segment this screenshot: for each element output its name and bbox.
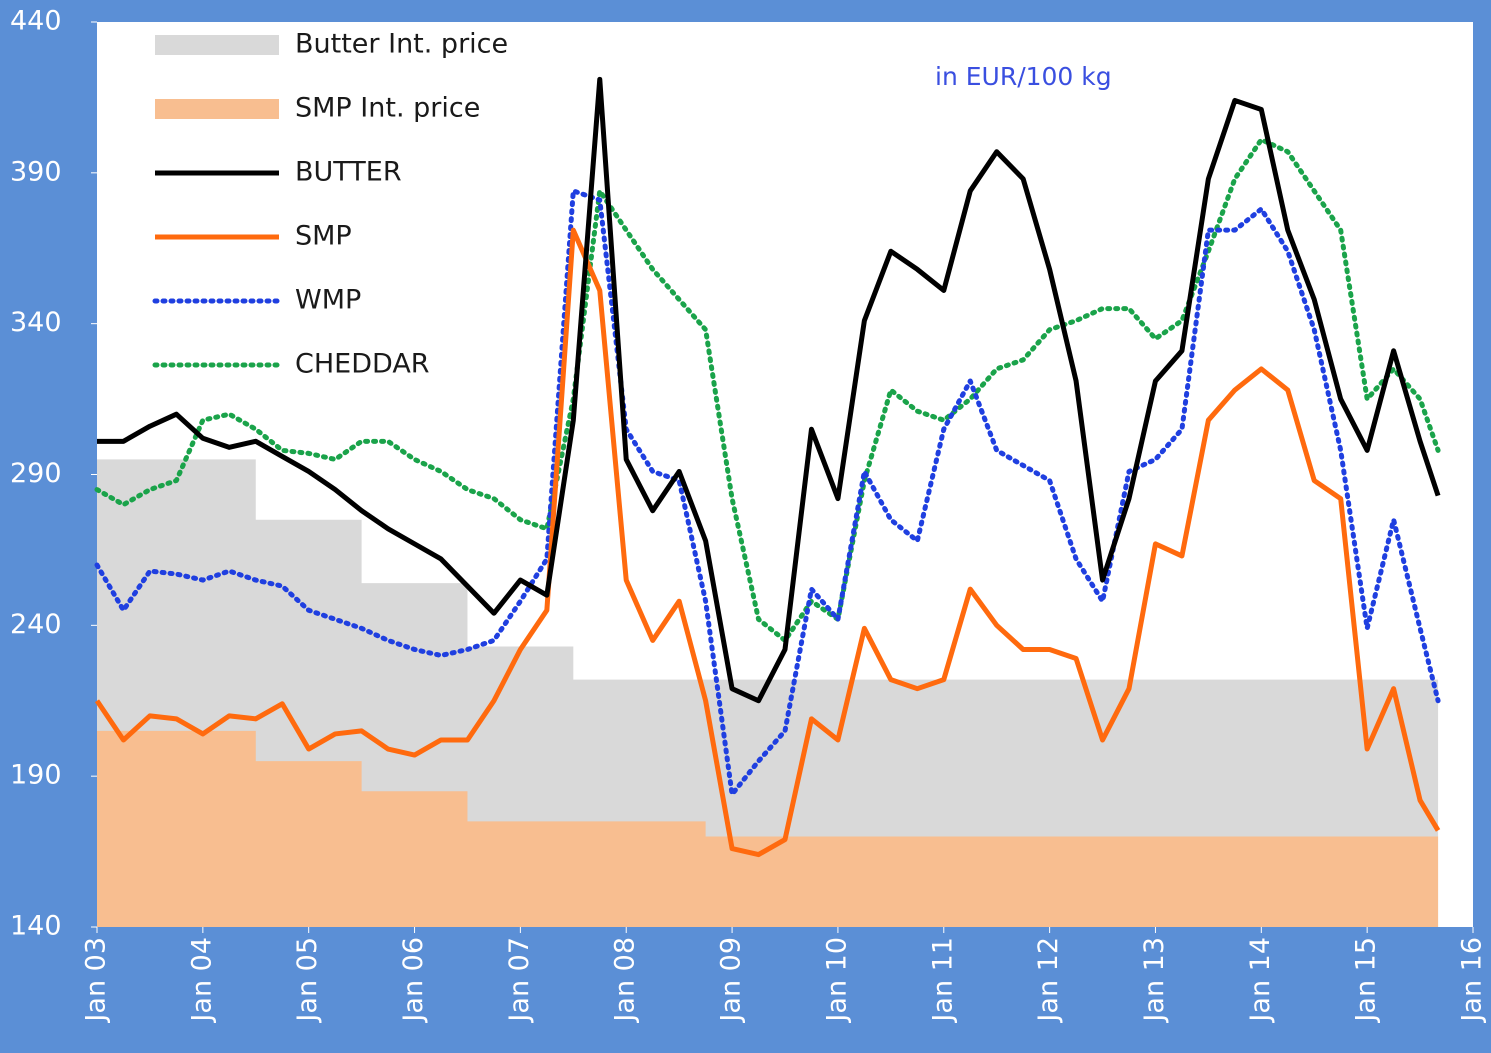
x-tick-label: Jan 15 (1351, 937, 1382, 1024)
legend-swatch (155, 35, 279, 55)
legend-swatch (155, 99, 279, 119)
annotation: in EUR/100 kg (935, 62, 1112, 91)
x-tick-label: Jan 13 (1139, 937, 1170, 1024)
y-tick-label: 340 (10, 307, 62, 338)
x-tick-label: Jan 05 (292, 937, 323, 1024)
legend-label: Butter Int. price (295, 29, 508, 60)
y-tick-label: 440 (10, 6, 62, 37)
line (94, 227, 1441, 858)
x-tick-label: Jan 10 (821, 937, 852, 1024)
legend-label: SMP (295, 221, 352, 252)
legend-label: CHEDDAR (295, 349, 430, 380)
y-tick-label: 390 (10, 156, 62, 187)
x-tick-label: Jan 08 (610, 937, 641, 1024)
x-tick-label: Jan 11 (927, 937, 958, 1024)
x-tick-label: Jan 06 (398, 937, 429, 1024)
legend-label: SMP Int. price (295, 93, 480, 124)
x-tick-label: Jan 16 (1457, 937, 1488, 1024)
line (94, 188, 1441, 797)
y-tick-label: 240 (10, 609, 62, 640)
x-tick-label: Jan 14 (1245, 937, 1276, 1024)
y-tick-label: 290 (10, 458, 62, 489)
y-tick-label: 190 (10, 760, 62, 791)
legend-label: BUTTER (295, 157, 402, 188)
x-tick-label: Jan 07 (504, 937, 535, 1024)
x-tick-label: Jan 12 (1033, 937, 1064, 1024)
x-tick-label: Jan 03 (81, 937, 112, 1024)
x-tick-label: Jan 09 (716, 937, 747, 1024)
legend-label: WMP (295, 285, 361, 316)
line (97, 76, 1441, 704)
x-tick-label: Jan 04 (186, 937, 217, 1024)
y-tick-label: 140 (10, 911, 62, 942)
area (97, 730, 1439, 927)
line (94, 137, 1441, 643)
